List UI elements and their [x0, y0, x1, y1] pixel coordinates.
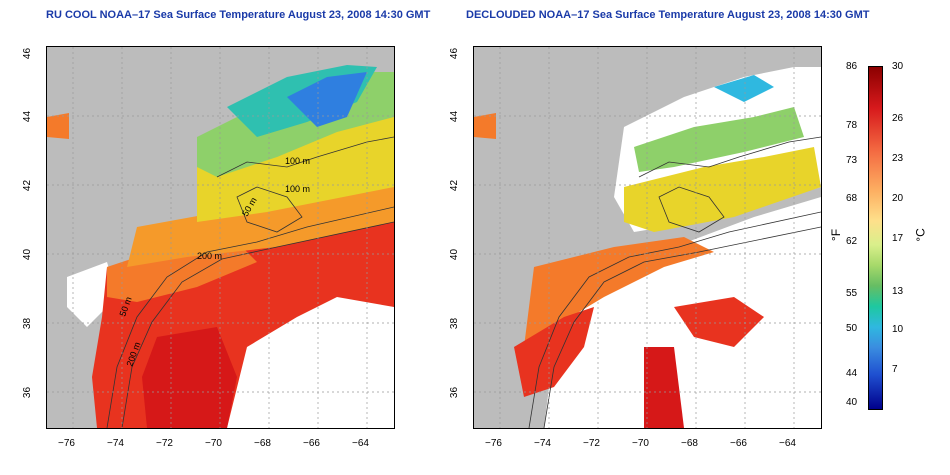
f-tick: 44	[846, 368, 858, 379]
x-tick: −72	[156, 438, 173, 449]
y-tick: 36	[22, 386, 34, 399]
c-tick: 30	[892, 61, 904, 72]
x-tick: −74	[534, 438, 551, 449]
contour-label-200m: 200 m	[197, 251, 222, 261]
f-tick: 78	[846, 120, 858, 131]
y-tick: 46	[22, 47, 34, 60]
left-sst-image: 100 m 100 m 50 m 200 m 50 m 200 m	[47, 47, 394, 428]
c-tick: 23	[892, 153, 904, 164]
x-tick: −70	[205, 438, 222, 449]
f-tick: 55	[846, 288, 858, 299]
x-tick: −64	[352, 438, 369, 449]
contour-label-100m-a: 100 m	[285, 156, 310, 166]
x-tick: −68	[681, 438, 698, 449]
y-tick: 38	[449, 317, 461, 330]
x-tick: −76	[58, 438, 75, 449]
y-tick: 40	[22, 248, 34, 261]
y-tick: 44	[449, 110, 461, 123]
x-tick: −70	[632, 438, 649, 449]
y-tick: 46	[449, 47, 461, 60]
y-tick: 40	[449, 248, 461, 261]
f-tick: 86	[846, 61, 858, 72]
fahrenheit-unit-label: °F	[829, 228, 844, 242]
contour-label-100m-b: 100 m	[285, 184, 310, 194]
f-tick: 40	[846, 397, 858, 408]
y-tick: 38	[22, 317, 34, 330]
y-tick: 36	[449, 386, 461, 399]
temperature-colorbar	[868, 66, 883, 410]
c-tick: 13	[892, 286, 904, 297]
x-tick: −66	[730, 438, 747, 449]
y-tick: 44	[22, 110, 34, 123]
f-tick: 68	[846, 193, 858, 204]
c-tick: 7	[892, 364, 898, 375]
c-tick: 20	[892, 193, 904, 204]
f-tick: 73	[846, 155, 858, 166]
right-sst-image	[474, 47, 821, 428]
left-map-title: RU COOL NOAA–17 Sea Surface Temperature …	[46, 9, 431, 21]
x-tick: −76	[485, 438, 502, 449]
y-tick: 42	[22, 179, 34, 192]
f-tick: 50	[846, 323, 858, 334]
c-tick: 17	[892, 233, 904, 244]
c-tick: 10	[892, 324, 904, 335]
right-sst-map	[473, 46, 822, 429]
c-tick: 26	[892, 113, 904, 124]
x-tick: −66	[303, 438, 320, 449]
left-sst-map: 100 m 100 m 50 m 200 m 50 m 200 m	[46, 46, 395, 429]
x-tick: −74	[107, 438, 124, 449]
f-tick: 62	[846, 236, 858, 247]
x-tick: −68	[254, 438, 271, 449]
x-tick: −64	[779, 438, 796, 449]
celsius-unit-label: °C	[913, 228, 928, 242]
x-tick: −72	[583, 438, 600, 449]
right-map-title: DECLOUDED NOAA–17 Sea Surface Temperatur…	[466, 9, 870, 21]
y-tick: 42	[449, 179, 461, 192]
